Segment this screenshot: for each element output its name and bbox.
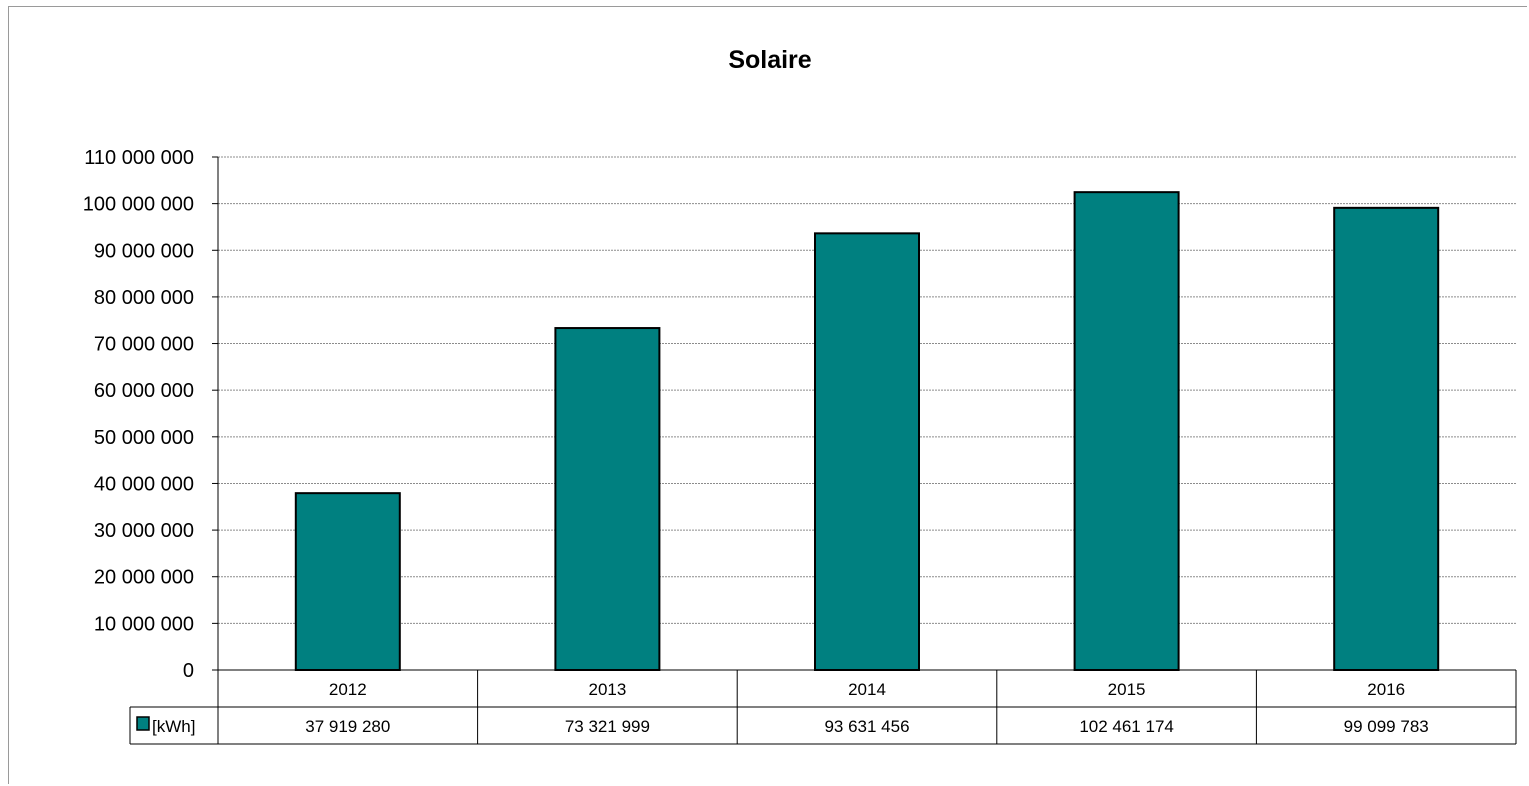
bar-2015 [1073,191,1180,671]
y-tick-label: 110 000 000 [84,147,194,169]
y-tick-label: 10 000 000 [94,613,194,635]
x-category-label: 2012 [329,680,367,699]
legend-series-name: [kWh] [152,717,195,736]
bar-2012 [294,492,401,671]
data-value-label: 37 919 280 [305,717,390,736]
y-tick-label: 30 000 000 [94,520,194,542]
x-category-label: 2014 [848,680,886,699]
y-axis-tick-labels: 0 10 000 000 20 000 000 30 000 000 40 000 00… [83,147,194,682]
axes [212,156,219,671]
y-tick-label: 100 000 000 [83,194,194,216]
y-tick-label: 20 000 000 [94,567,194,589]
y-tick-label: 90 000 000 [94,240,194,262]
data-value-label: 102 461 174 [1079,717,1174,736]
chart-frame [8,6,1527,784]
x-category-label: 2013 [588,680,626,699]
y-tick-label: 60 000 000 [94,380,194,402]
data-table: 2012 37 919 280 2013 73 321 999 2014 93 631 4… [129,669,1517,745]
bar-2014 [814,232,920,671]
y-tick-label: 70 000 000 [94,334,194,356]
chart-title: Solaire [728,46,811,74]
y-tick-label: 50 000 000 [94,427,194,449]
bars [294,191,1440,671]
bar-2016 [1333,206,1440,671]
y-tick-label: 0 [183,660,194,682]
y-tick-label: 40 000 000 [94,473,194,495]
x-category-label: 2016 [1367,680,1405,699]
legend-swatch [136,716,150,731]
x-category-label: 2015 [1108,680,1146,699]
bar-2013 [554,327,661,671]
data-value-label: 93 631 456 [824,717,909,736]
y-tick-label: 80 000 000 [94,287,194,309]
data-value-label: 99 099 783 [1344,717,1429,736]
data-value-label: 73 321 999 [565,717,650,736]
